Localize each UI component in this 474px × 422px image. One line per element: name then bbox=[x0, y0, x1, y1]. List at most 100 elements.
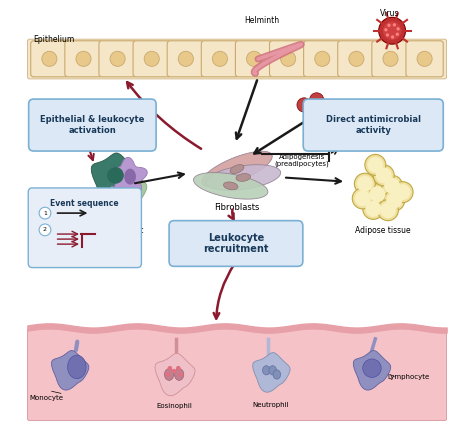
FancyBboxPatch shape bbox=[270, 41, 307, 77]
Polygon shape bbox=[193, 173, 268, 199]
Circle shape bbox=[395, 184, 410, 200]
FancyBboxPatch shape bbox=[372, 41, 409, 77]
FancyBboxPatch shape bbox=[169, 221, 303, 266]
Circle shape bbox=[297, 98, 311, 112]
Polygon shape bbox=[202, 151, 272, 187]
Circle shape bbox=[315, 51, 330, 66]
Text: Epithelium: Epithelium bbox=[34, 35, 75, 44]
Ellipse shape bbox=[263, 366, 270, 375]
Circle shape bbox=[39, 207, 51, 219]
Circle shape bbox=[355, 190, 371, 206]
Ellipse shape bbox=[223, 182, 238, 190]
Circle shape bbox=[172, 369, 176, 373]
Text: Monocyte: Monocyte bbox=[29, 395, 64, 400]
Circle shape bbox=[349, 51, 364, 66]
Circle shape bbox=[107, 167, 124, 184]
Text: Virus: Virus bbox=[380, 8, 400, 18]
FancyBboxPatch shape bbox=[338, 41, 375, 77]
Circle shape bbox=[393, 23, 396, 27]
Circle shape bbox=[357, 176, 373, 192]
Circle shape bbox=[144, 51, 159, 66]
Circle shape bbox=[384, 178, 400, 194]
Ellipse shape bbox=[111, 200, 120, 207]
Polygon shape bbox=[155, 353, 195, 396]
Circle shape bbox=[384, 28, 388, 32]
Polygon shape bbox=[52, 351, 89, 390]
Text: Bacteria: Bacteria bbox=[342, 106, 371, 111]
Circle shape bbox=[384, 190, 405, 211]
Circle shape bbox=[417, 51, 432, 66]
Circle shape bbox=[76, 51, 91, 66]
FancyBboxPatch shape bbox=[28, 99, 156, 151]
Circle shape bbox=[386, 192, 402, 208]
Circle shape bbox=[382, 176, 402, 196]
FancyBboxPatch shape bbox=[31, 41, 68, 77]
FancyBboxPatch shape bbox=[99, 41, 136, 77]
Ellipse shape bbox=[174, 369, 184, 380]
Text: Leukocyte
recruitment: Leukocyte recruitment bbox=[203, 233, 269, 254]
Circle shape bbox=[383, 51, 398, 66]
Circle shape bbox=[391, 35, 394, 39]
Circle shape bbox=[281, 51, 296, 66]
Circle shape bbox=[383, 22, 401, 40]
Circle shape bbox=[352, 188, 373, 209]
Circle shape bbox=[178, 372, 182, 377]
FancyBboxPatch shape bbox=[133, 41, 170, 77]
Text: Helminth: Helminth bbox=[245, 16, 280, 25]
Circle shape bbox=[322, 101, 337, 116]
Circle shape bbox=[355, 173, 375, 194]
Ellipse shape bbox=[269, 366, 276, 375]
Circle shape bbox=[246, 51, 262, 66]
Text: Direct antimicrobial
activity: Direct antimicrobial activity bbox=[326, 115, 421, 135]
Circle shape bbox=[363, 359, 381, 377]
Text: Eosinophil: Eosinophil bbox=[156, 403, 192, 409]
Text: Tissue-resident
leukocytes: Tissue-resident leukocytes bbox=[86, 226, 145, 245]
Circle shape bbox=[110, 51, 125, 66]
Circle shape bbox=[373, 165, 394, 186]
Circle shape bbox=[379, 17, 406, 44]
Polygon shape bbox=[206, 165, 281, 190]
Circle shape bbox=[396, 32, 399, 36]
Circle shape bbox=[303, 113, 318, 127]
Ellipse shape bbox=[236, 173, 251, 181]
Circle shape bbox=[178, 51, 193, 66]
Circle shape bbox=[176, 366, 181, 371]
Circle shape bbox=[316, 99, 330, 114]
FancyArrowPatch shape bbox=[76, 342, 77, 350]
FancyBboxPatch shape bbox=[304, 41, 341, 77]
Circle shape bbox=[212, 51, 228, 66]
Circle shape bbox=[396, 27, 400, 30]
FancyBboxPatch shape bbox=[201, 41, 238, 77]
Ellipse shape bbox=[164, 369, 173, 380]
Text: 1: 1 bbox=[43, 211, 47, 216]
FancyBboxPatch shape bbox=[167, 41, 204, 77]
Circle shape bbox=[367, 157, 383, 173]
FancyBboxPatch shape bbox=[65, 41, 102, 77]
Circle shape bbox=[392, 181, 413, 203]
Polygon shape bbox=[94, 187, 137, 220]
Circle shape bbox=[376, 168, 392, 183]
Text: Fibroblasts: Fibroblasts bbox=[214, 203, 260, 212]
Circle shape bbox=[367, 184, 388, 205]
Text: Adipose tissue: Adipose tissue bbox=[355, 226, 410, 235]
Circle shape bbox=[318, 108, 332, 122]
Circle shape bbox=[369, 186, 385, 202]
Polygon shape bbox=[68, 355, 86, 379]
Circle shape bbox=[386, 33, 389, 37]
Polygon shape bbox=[107, 169, 147, 211]
Circle shape bbox=[39, 224, 51, 236]
Circle shape bbox=[363, 198, 384, 219]
FancyBboxPatch shape bbox=[406, 41, 443, 77]
Circle shape bbox=[313, 115, 327, 129]
FancyBboxPatch shape bbox=[236, 41, 273, 77]
Text: Event sequence: Event sequence bbox=[50, 199, 119, 208]
Circle shape bbox=[377, 200, 399, 221]
Circle shape bbox=[168, 366, 172, 371]
Text: 2: 2 bbox=[43, 227, 47, 233]
Circle shape bbox=[165, 372, 170, 377]
Ellipse shape bbox=[230, 165, 244, 173]
Ellipse shape bbox=[273, 370, 281, 379]
Circle shape bbox=[365, 201, 381, 217]
FancyBboxPatch shape bbox=[28, 188, 141, 268]
Polygon shape bbox=[109, 157, 147, 195]
